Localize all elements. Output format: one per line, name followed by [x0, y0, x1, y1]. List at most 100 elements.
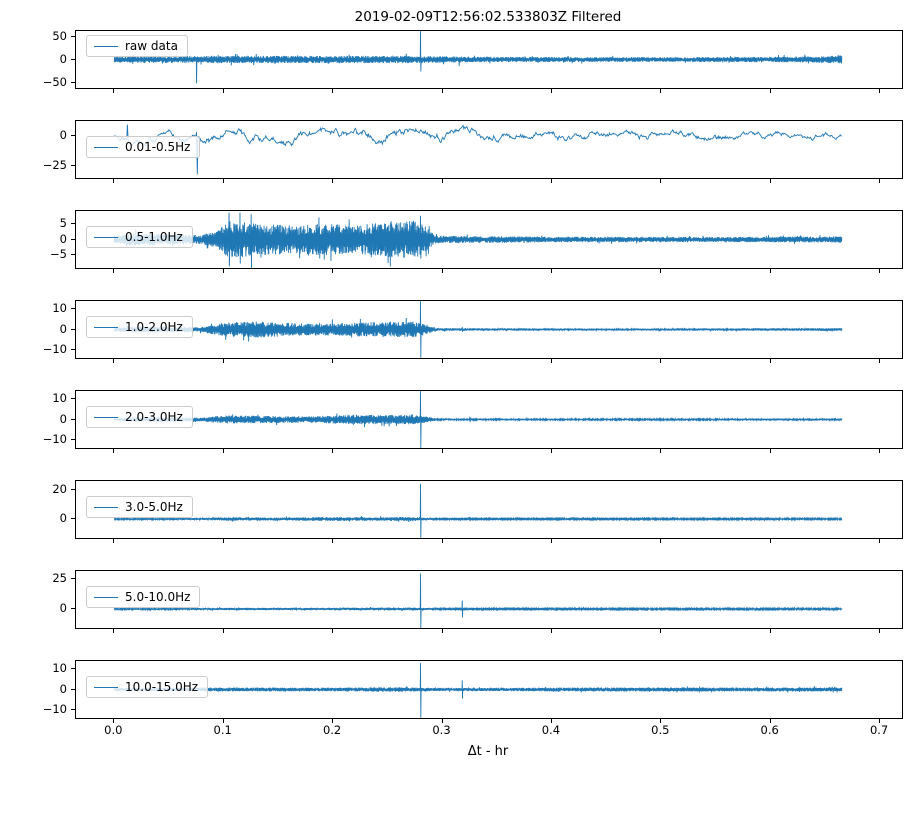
x-tick-mark [879, 179, 881, 183]
y-tick-mark [71, 348, 75, 350]
x-tick-mark [441, 269, 443, 273]
legend-label: 0.5-1.0Hz [125, 230, 183, 244]
y-tick-mark [71, 688, 75, 690]
legend: 10.0-15.0Hz [86, 676, 209, 698]
y-tick-label: 0 [59, 51, 67, 66]
subplot-axes: 0.5-1.0Hz [75, 210, 903, 269]
legend: 0.01-0.5Hz [86, 136, 201, 158]
y-tick-label: 0 [59, 231, 67, 246]
legend-line-sample [94, 146, 118, 148]
legend: 0.5-1.0Hz [86, 226, 193, 248]
y-tick-mark [71, 222, 75, 224]
x-tick-mark [222, 629, 224, 633]
y-tick-mark [71, 254, 75, 256]
x-tick-mark [441, 539, 443, 543]
x-tick-mark [332, 449, 334, 453]
waveform [113, 663, 843, 718]
y-tick-mark [71, 708, 75, 710]
x-tick-mark [113, 449, 115, 453]
x-tick-mark [879, 449, 881, 453]
x-tick-mark [113, 539, 115, 543]
waveform-path [113, 31, 843, 84]
x-tick-mark [550, 179, 552, 183]
x-tick-mark [879, 269, 881, 273]
x-tick-label: 0.2 [322, 723, 342, 737]
x-tick-mark [660, 539, 662, 543]
y-tick-mark [71, 58, 75, 60]
y-tick-label: 10 [52, 391, 67, 406]
x-tick-mark [113, 179, 115, 183]
y-tick-label: −10 [42, 341, 67, 356]
x-tick-mark [332, 539, 334, 543]
x-tick-mark [332, 269, 334, 273]
legend-line-sample [94, 506, 118, 508]
y-tick-mark [71, 398, 75, 400]
x-tick-mark [222, 269, 224, 273]
waveform-path [113, 483, 843, 538]
x-tick-mark [113, 269, 115, 273]
waveform-path [113, 124, 842, 175]
subplot-axes: 10.0-15.0Hz [75, 660, 903, 719]
y-tick-label: 0 [59, 601, 67, 615]
waveform [113, 391, 843, 448]
legend-line-sample [94, 416, 118, 418]
legend-line-sample [94, 326, 118, 328]
y-tick-label: 0 [59, 127, 67, 142]
subplot-axes: raw data [75, 30, 903, 89]
x-tick-mark [660, 719, 662, 723]
x-tick-mark [113, 359, 115, 363]
waveform [113, 483, 843, 538]
waveform [113, 212, 843, 268]
x-tick-mark [879, 359, 881, 363]
x-tick-mark [332, 359, 334, 363]
x-tick-mark [769, 179, 771, 183]
x-tick-mark [222, 89, 224, 93]
x-tick-mark [550, 359, 552, 363]
x-tick-mark [769, 719, 771, 723]
legend: 1.0-2.0Hz [86, 316, 193, 338]
y-tick-label: 10 [52, 661, 67, 676]
waveform-path [113, 391, 843, 448]
subplot-axes: 5.0-10.0Hz [75, 570, 903, 629]
y-tick-label: 10 [52, 301, 67, 316]
x-tick-label: 0.7 [869, 723, 889, 737]
x-tick-label: 0.0 [104, 723, 123, 737]
legend-label: 2.0-3.0Hz [125, 410, 183, 424]
legend-line-sample [94, 236, 118, 238]
y-tick-mark [71, 81, 75, 83]
y-tick-mark [71, 164, 75, 166]
waveform [113, 124, 842, 175]
x-tick-mark [222, 539, 224, 543]
x-tick-label: 0.4 [541, 723, 561, 737]
x-tick-mark [769, 359, 771, 363]
x-tick-label: 0.3 [432, 723, 451, 737]
legend-label: 5.0-10.0Hz [125, 590, 191, 604]
x-axis-label: Δt - hr [467, 744, 509, 759]
legend-label: raw data [125, 39, 178, 53]
x-tick-mark [660, 449, 662, 453]
x-tick-mark [879, 89, 881, 93]
x-tick-mark [550, 719, 552, 723]
y-tick-label: 0 [59, 681, 67, 696]
x-tick-label: 0.6 [760, 723, 779, 737]
x-tick-mark [441, 359, 443, 363]
x-tick-mark [550, 539, 552, 543]
x-tick-mark [332, 179, 334, 183]
y-tick-label: 5 [59, 215, 67, 230]
legend: 2.0-3.0Hz [86, 406, 193, 428]
y-tick-mark [71, 518, 75, 519]
waveform-path [113, 573, 843, 628]
subplot-axes: 1.0-2.0Hz [75, 300, 903, 359]
y-tick-label: 0 [59, 321, 67, 336]
x-tick-mark [660, 179, 662, 183]
x-tick-mark [769, 539, 771, 543]
y-tick-label: −10 [42, 431, 67, 446]
x-tick-mark [441, 449, 443, 453]
y-tick-label: 50 [52, 28, 67, 43]
y-tick-mark [71, 608, 75, 609]
x-tick-mark [879, 719, 881, 723]
x-tick-mark [332, 629, 334, 633]
waveform [113, 31, 843, 84]
y-tick-label: −25 [42, 157, 67, 172]
waveform [113, 301, 843, 358]
